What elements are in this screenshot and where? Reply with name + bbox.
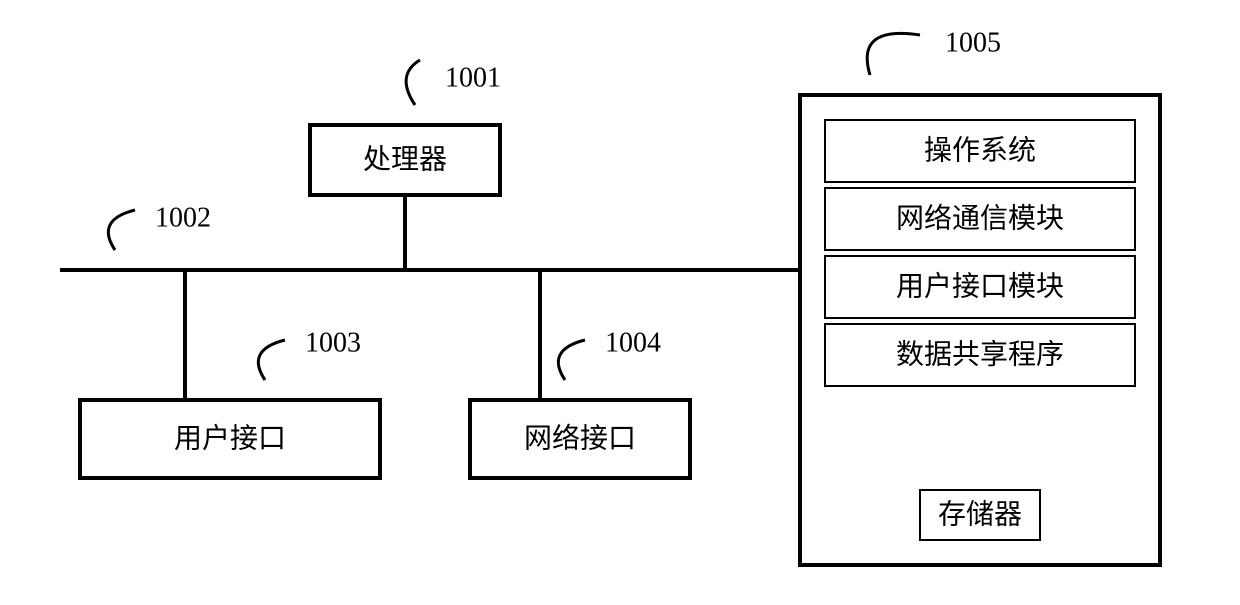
memory-item-0-label: 操作系统 — [924, 134, 1036, 166]
memory-item-1-label: 网络通信模块 — [896, 202, 1064, 234]
ref-curve-1001 — [406, 60, 420, 105]
memory-caption-label: 存储器 — [938, 498, 1022, 530]
ref-label-1005: 1005 — [945, 27, 1001, 58]
ref-curve-1002 — [108, 210, 135, 250]
ref-curve-1005 — [867, 33, 920, 75]
ref-label-1001: 1001 — [445, 62, 501, 93]
network-interface-label: 网络接口 — [524, 422, 636, 454]
ref-curve-1004 — [558, 340, 585, 380]
ref-curve-1003 — [258, 340, 285, 380]
processor-label: 处理器 — [363, 143, 447, 175]
memory-item-2-label: 用户接口模块 — [896, 270, 1064, 302]
ref-label-1004: 1004 — [605, 327, 661, 358]
memory-item-3-label: 数据共享程序 — [896, 338, 1064, 370]
ref-label-1002: 1002 — [155, 202, 211, 233]
user-interface-label: 用户接口 — [174, 422, 286, 454]
ref-label-1003: 1003 — [305, 327, 361, 358]
